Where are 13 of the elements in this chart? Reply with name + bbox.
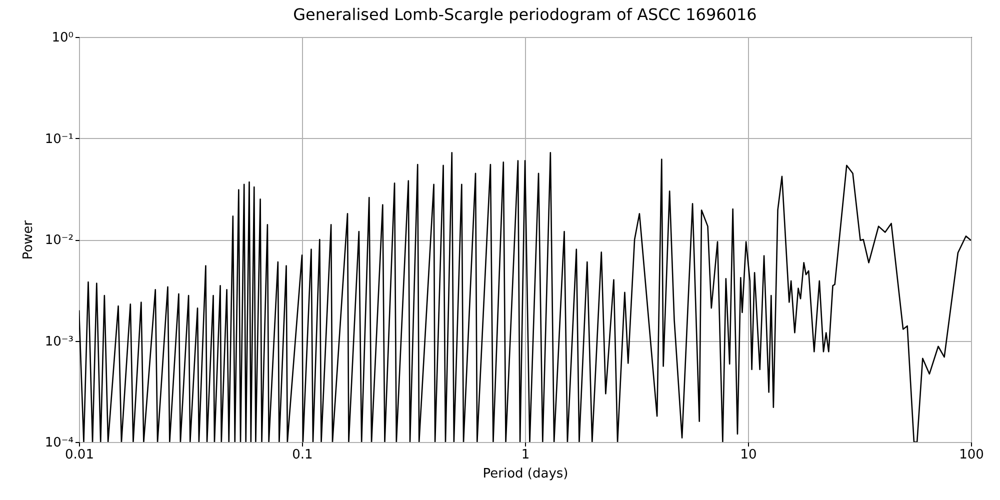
- x-axis-title: Period (days): [482, 466, 568, 482]
- y-tick-label: 10⁻⁴: [44, 436, 74, 450]
- x-tick-label: 100: [959, 448, 984, 462]
- y-axis-title: Power: [20, 220, 36, 260]
- x-tick-label: 10: [740, 448, 757, 462]
- y-tick-label: 10⁻²: [44, 233, 74, 248]
- y-tick-label: 10⁰: [52, 30, 74, 46]
- x-tick-label: 1: [521, 448, 530, 462]
- x-tick-label: 0.1: [292, 448, 313, 462]
- y-tick-label: 10⁻³: [44, 334, 74, 350]
- x-tick-label: 0.01: [65, 448, 94, 462]
- y-tick-label: 10⁻¹: [44, 132, 74, 147]
- chart-title: Generalised Lomb-Scargle periodogram of ASCC 1696016: [293, 5, 757, 24]
